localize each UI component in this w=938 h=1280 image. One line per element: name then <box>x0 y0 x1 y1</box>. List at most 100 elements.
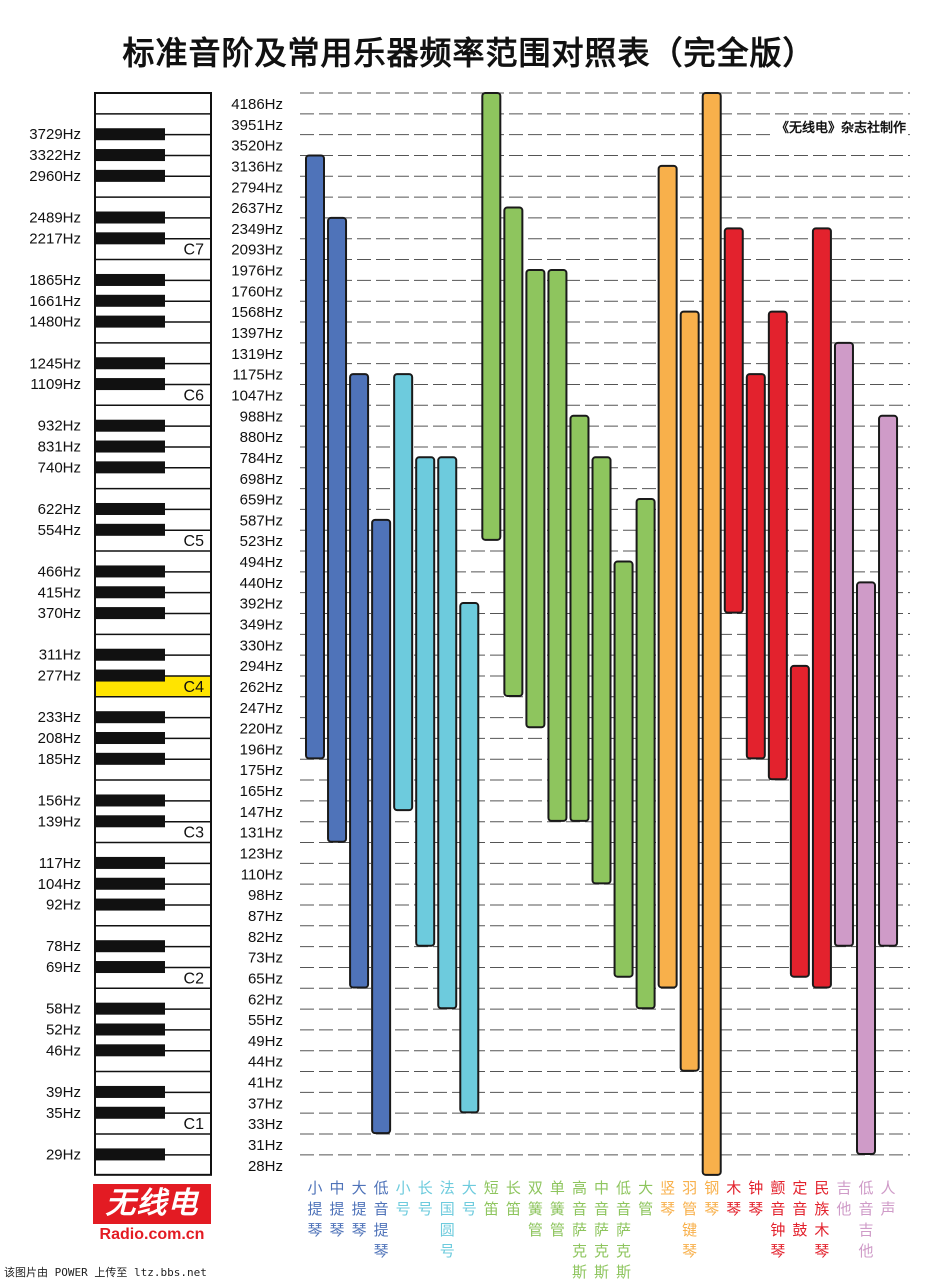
y-tick-label: 2794Hz <box>231 179 283 196</box>
gridlines: 4186Hz 3951Hz 3520Hz 3136Hz 2794Hz 2637Hz 2349… <box>231 92 910 1175</box>
black-key <box>95 607 165 620</box>
instrument-label-char: 钢 <box>704 1179 719 1197</box>
black-key <box>95 1044 165 1057</box>
black-key-label: 1109Hz <box>30 376 81 393</box>
octave-label: C4 <box>184 679 205 696</box>
black-key-label: 117Hz <box>39 855 81 872</box>
black-key-label: 622Hz <box>38 501 81 518</box>
black-key <box>95 752 165 765</box>
black-key <box>95 502 165 515</box>
black-key <box>95 1023 165 1036</box>
y-tick-label: 659Hz <box>240 492 283 509</box>
instrument-bar <box>349 373 370 989</box>
black-key <box>95 232 165 245</box>
instrument-label-char: 中 <box>330 1179 345 1197</box>
black-key-label: 208Hz <box>38 730 81 747</box>
y-tick-label: 3136Hz <box>231 158 283 175</box>
instrument-label-char: 音 <box>572 1200 587 1218</box>
black-key-label: 3729Hz <box>29 126 81 143</box>
instrument-label-char: 圆 <box>440 1221 455 1239</box>
black-key-label: 29Hz <box>46 1146 81 1163</box>
instrument-label-char: 音 <box>792 1200 807 1218</box>
y-tick-label: 349Hz <box>240 617 283 634</box>
black-key-label: 139Hz <box>38 813 81 830</box>
y-tick-label: 1760Hz <box>231 283 283 300</box>
instrument-label-char: 中 <box>594 1179 609 1197</box>
y-tick-label: 330Hz <box>240 637 283 654</box>
black-key <box>95 315 165 328</box>
black-key <box>95 378 165 391</box>
black-key <box>95 794 165 807</box>
y-tick-label: 123Hz <box>240 846 283 863</box>
instrument-bar <box>569 414 590 822</box>
instrument-bar <box>811 227 832 989</box>
instrument-label-char: 管 <box>682 1200 697 1218</box>
instrument-bar <box>525 268 546 729</box>
black-key <box>95 169 165 182</box>
black-key-label: 1865Hz <box>29 272 81 289</box>
instrument-label-char: 号 <box>462 1200 477 1218</box>
black-key <box>95 273 165 286</box>
y-tick-label: 37Hz <box>248 1095 283 1112</box>
instrument-label-char: 法 <box>440 1179 455 1197</box>
y-tick-label: 196Hz <box>240 741 283 758</box>
octave-label: C7 <box>184 242 205 259</box>
y-tick-label: 131Hz <box>240 825 283 842</box>
instrument-label-char: 琴 <box>682 1242 697 1260</box>
instrument-label-char: 克 <box>572 1242 587 1260</box>
instrument-label-char: 克 <box>594 1242 609 1260</box>
instrument-label-char: 鼓 <box>792 1221 807 1239</box>
y-tick-label: 1319Hz <box>231 346 283 363</box>
black-key <box>95 419 165 432</box>
black-key <box>95 1085 165 1098</box>
instrument-bar <box>327 216 348 843</box>
black-key-label: 2489Hz <box>29 210 81 227</box>
octave-label: C3 <box>184 825 205 842</box>
instrument-label-char: 单 <box>550 1179 565 1197</box>
octave-label: C5 <box>184 533 205 550</box>
black-key <box>95 565 165 578</box>
instrument-bar <box>503 206 524 697</box>
instrument-label-char: 萨 <box>572 1221 587 1239</box>
instrument-label-char: 木 <box>814 1221 829 1239</box>
y-tick-label: 65Hz <box>248 970 283 987</box>
instrument-labels: 小提琴中提琴大提琴低音提琴小号长号法国圆号大号短笛长笛双簧管单簧管高音萨克斯中音… <box>307 1179 895 1280</box>
black-key-label: 2217Hz <box>29 230 81 247</box>
y-tick-label: 4186Hz <box>231 96 283 113</box>
instrument-label-char: 小 <box>396 1179 411 1197</box>
instrument-label-char: 管 <box>528 1221 543 1239</box>
y-tick-label: 1175Hz <box>232 367 283 384</box>
y-tick-label: 98Hz <box>248 887 283 904</box>
y-tick-label: 44Hz <box>248 1054 283 1071</box>
instrument-bar <box>679 310 700 1072</box>
instrument-label-char: 钟 <box>770 1221 785 1239</box>
instrument-label-char: 提 <box>330 1200 345 1218</box>
instrument-label-char: 号 <box>440 1242 455 1260</box>
black-key-label: 932Hz <box>38 418 81 435</box>
black-key-label: 3322Hz <box>29 147 81 164</box>
instrument-label-char: 小 <box>307 1179 322 1197</box>
y-tick-label: 62Hz <box>248 991 283 1008</box>
instrument-bar <box>393 373 414 812</box>
black-key <box>95 940 165 953</box>
y-tick-label: 1976Hz <box>231 263 283 280</box>
y-tick-label: 82Hz <box>248 929 283 946</box>
instrument-label-char: 大 <box>352 1179 367 1197</box>
instrument-label-char: 羽 <box>682 1179 697 1197</box>
instrument-bar <box>547 268 568 822</box>
instrument-label-char: 簧 <box>528 1200 543 1218</box>
y-tick-label: 1568Hz <box>231 304 283 321</box>
radio-logo: 无线电 Radio.com.cn <box>93 1184 211 1250</box>
instrument-label-char: 琴 <box>307 1221 322 1239</box>
y-tick-label: 175Hz <box>240 762 283 779</box>
instrument-bar <box>613 560 634 978</box>
black-key <box>95 149 165 162</box>
instrument-label-char: 低 <box>374 1179 389 1197</box>
instrument-label-char: 键 <box>682 1221 697 1239</box>
y-tick-label: 247Hz <box>240 700 283 717</box>
black-key-label: 2960Hz <box>29 168 81 185</box>
instrument-label-char: 钟 <box>748 1179 763 1197</box>
instrument-bar <box>635 497 656 1010</box>
octave-label: C2 <box>184 970 205 987</box>
logo-url: Radio.com.cn <box>99 1226 205 1243</box>
